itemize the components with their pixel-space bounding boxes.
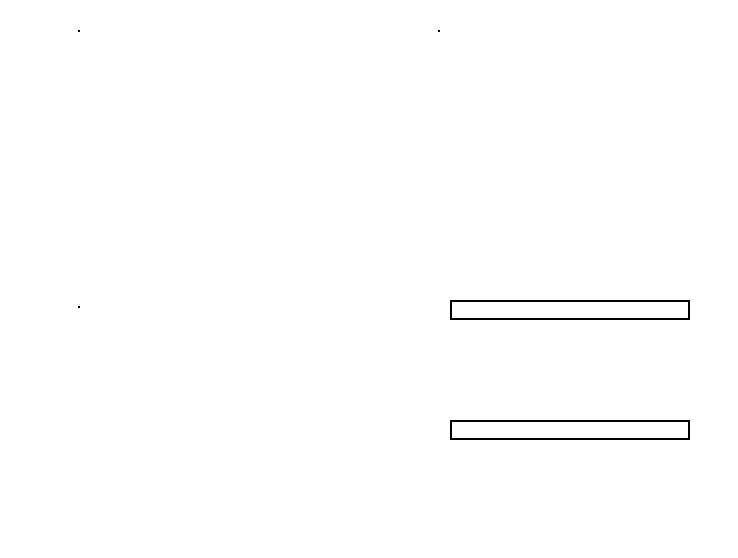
plot-area [438,30,440,32]
chart-a2 [438,30,440,32]
legend-b-box [450,420,690,440]
legend-a-box [450,300,690,320]
plot-area [78,306,80,308]
chart-b [78,306,80,308]
chart-a1 [78,30,80,32]
plot-area [78,30,80,32]
